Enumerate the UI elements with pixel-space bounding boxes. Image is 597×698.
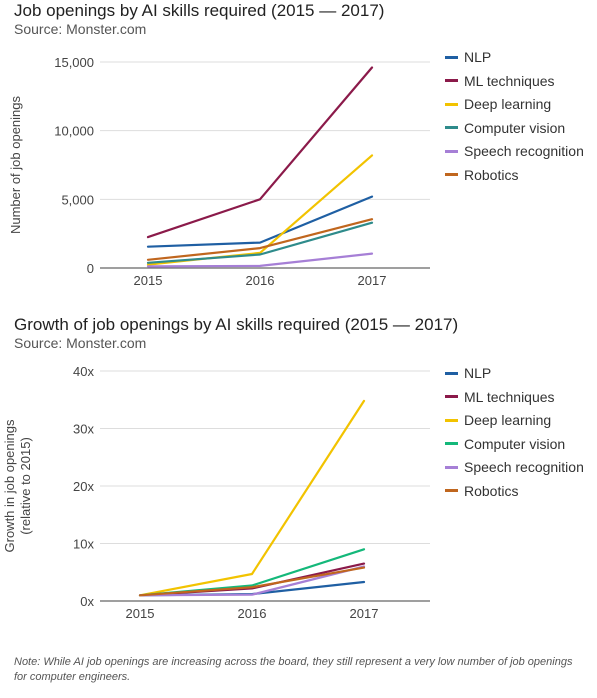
legend-item: Deep learning	[445, 95, 551, 113]
legend-swatch	[445, 126, 458, 129]
legend-item: Speech recognition	[445, 142, 584, 160]
legend-label: ML techniques	[464, 72, 555, 89]
legend-swatch	[445, 173, 458, 176]
x-tick-label: 2016	[238, 606, 267, 621]
legend-label: Computer vision	[464, 119, 566, 136]
chart-source: Source: Monster.com	[14, 21, 147, 37]
legend-item: Robotics	[445, 482, 518, 500]
x-tick-label: 2017	[350, 606, 379, 621]
plot-area: 0x 10x 20x 30x 40x 2015 2016 2017 Growth in job …	[2, 364, 430, 621]
plot-area: 0 5,000 10,000 15,000 2015 2016 2017 Number of …	[8, 55, 430, 288]
x-tick-label: 2017	[358, 273, 387, 288]
y-tick-label: 10,000	[54, 124, 94, 139]
y-axis-label-line: Growth in job openings	[2, 419, 17, 552]
legend-item: Computer vision	[445, 435, 565, 453]
y-tick-label: 10x	[73, 537, 94, 552]
chart-title: Job openings by AI skills required (2015…	[14, 1, 385, 20]
legend-label: Deep learning	[464, 412, 552, 428]
series-line-speech-recognition	[138, 565, 366, 597]
legend-swatch	[445, 79, 458, 82]
series-line-ml-techniques	[146, 66, 374, 239]
y-tick-label: 0x	[80, 594, 94, 609]
chart-source: Source: Monster.com	[14, 335, 147, 351]
series-line-ml-techniques	[138, 562, 366, 597]
x-tick-label: 2015	[126, 606, 155, 621]
legend-swatch	[445, 465, 458, 469]
legend-label: Speech recognition	[464, 143, 584, 159]
legend-swatch	[445, 442, 458, 445]
legend-swatch	[445, 418, 458, 422]
legend-label: Computer vision	[464, 435, 566, 452]
legend-item: NLP	[445, 364, 491, 382]
chart-title: Growth of job openings by AI skills requ…	[14, 315, 459, 334]
x-tick-label: 2016	[246, 273, 275, 288]
legend-item: Computer vision	[445, 119, 565, 137]
y-axis-label: Number of job openings	[8, 95, 23, 234]
series-line-deep-learning	[138, 399, 366, 597]
series-line-speech-recognition	[146, 252, 374, 268]
legend-swatch	[445, 55, 458, 59]
legend-swatch	[445, 102, 458, 106]
legend-item: Deep learning	[445, 411, 551, 429]
y-axis-label-line: (relative to 2015)	[18, 437, 33, 535]
legend-swatch	[445, 149, 458, 153]
legend-item: ML techniques	[445, 388, 555, 406]
series-line-robotics	[138, 566, 366, 597]
legend-item: NLP	[445, 48, 491, 66]
x-tick-label: 2015	[134, 273, 163, 288]
y-tick-label: 15,000	[54, 55, 94, 70]
legend-swatch	[445, 489, 458, 492]
series-line-nlp	[146, 195, 374, 248]
legend-label: Robotics	[464, 482, 519, 499]
legend-item: Speech recognition	[445, 458, 584, 476]
legend-label: NLP	[464, 49, 492, 65]
legend-label: Robotics	[464, 166, 519, 183]
legend-item: ML techniques	[445, 72, 555, 90]
y-tick-label: 30x	[73, 422, 94, 437]
y-axis-label: Growth in job openings(relative to 2015)	[2, 419, 33, 552]
legend-label: ML techniques	[464, 388, 555, 405]
legend-swatch	[445, 395, 458, 398]
chart-growth: Growth of job openings by AI skills requ…	[2, 315, 584, 621]
series-line-computer-vision	[146, 221, 374, 264]
legend-label: NLP	[464, 365, 492, 381]
chart-job-openings: Job openings by AI skills required (2015…	[0, 0, 597, 300]
y-axis-label-line: Number of job openings	[8, 95, 23, 234]
legend-label: Deep learning	[464, 96, 552, 112]
legend-swatch	[445, 371, 458, 375]
footnote: Note: While AI job openings are increasi…	[14, 656, 573, 683]
legend-item: Robotics	[445, 166, 518, 184]
y-tick-label: 0	[87, 261, 94, 276]
legend-label: Speech recognition	[464, 459, 584, 475]
y-tick-label: 20x	[73, 479, 94, 494]
y-tick-label: 40x	[73, 364, 94, 379]
series-line-robotics	[146, 218, 374, 261]
y-tick-label: 5,000	[61, 192, 94, 207]
